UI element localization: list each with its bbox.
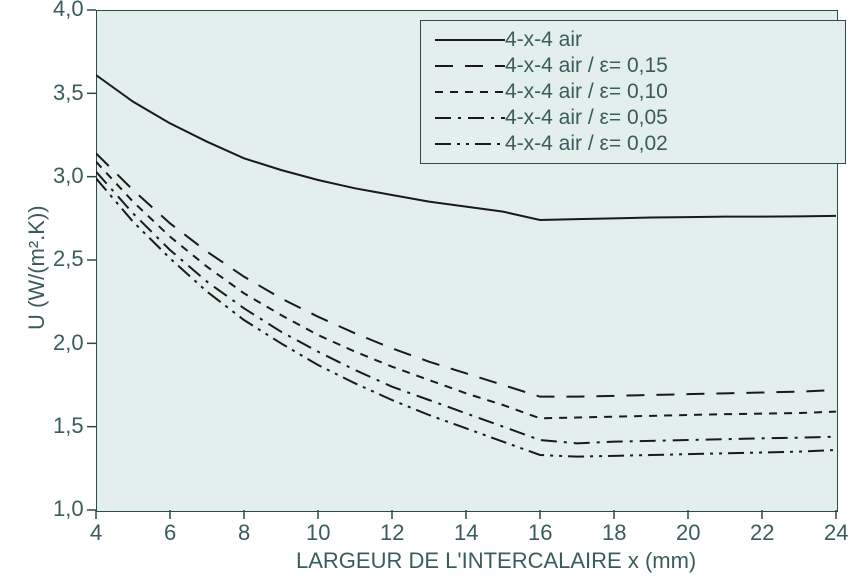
legend-row: 4-x-4 air / ε= 0,02 [435,131,831,157]
legend-swatch [435,53,505,79]
legend-label: 4-x-4 air / ε= 0,10 [505,80,668,104]
legend-label: 4-x-4 air / ε= 0,15 [505,54,668,78]
y-tick-label: 3,5 [53,80,84,106]
legend-swatch [435,131,505,157]
x-tick-label: 18 [602,520,626,546]
x-tick-label: 22 [750,520,774,546]
legend-swatch [435,27,505,53]
x-tick-label: 4 [90,520,102,546]
x-tick-label: 6 [164,520,176,546]
series-line [96,172,836,444]
series-line [96,162,836,419]
y-tick-label: 2,0 [53,330,84,356]
legend-row: 4-x-4 air / ε= 0,05 [435,105,831,131]
x-tick-label: 10 [306,520,330,546]
x-tick-label: 16 [528,520,552,546]
x-tick-label: 12 [380,520,404,546]
x-tick-label: 20 [676,520,700,546]
legend-row: 4-x-4 air / ε= 0,10 [435,79,831,105]
legend-label: 4-x-4 air / ε= 0,05 [505,106,668,130]
legend: 4-x-4 air4-x-4 air / ε= 0,154-x-4 air / … [420,20,846,164]
legend-row: 4-x-4 air / ε= 0,15 [435,53,831,79]
y-tick-label: 2,5 [53,246,84,272]
legend-row: 4-x-4 air [435,27,831,53]
y-tick-label: 4,0 [53,0,84,22]
y-tick-label: 3,0 [53,163,84,189]
x-tick-label: 8 [238,520,250,546]
legend-label: 4-x-4 air [505,28,582,52]
x-tick-label: 24 [824,520,848,546]
chart-frame: U (W/(m².K)) LARGEUR DE L'INTERCALAIRE x… [0,0,853,581]
legend-label: 4-x-4 air / ε= 0,02 [505,132,668,156]
legend-swatch [435,105,505,131]
y-tick-label: 1,5 [53,413,84,439]
y-tick-label: 1,0 [53,496,84,522]
series-line [96,153,836,396]
legend-swatch [435,79,505,105]
x-tick-label: 14 [454,520,478,546]
